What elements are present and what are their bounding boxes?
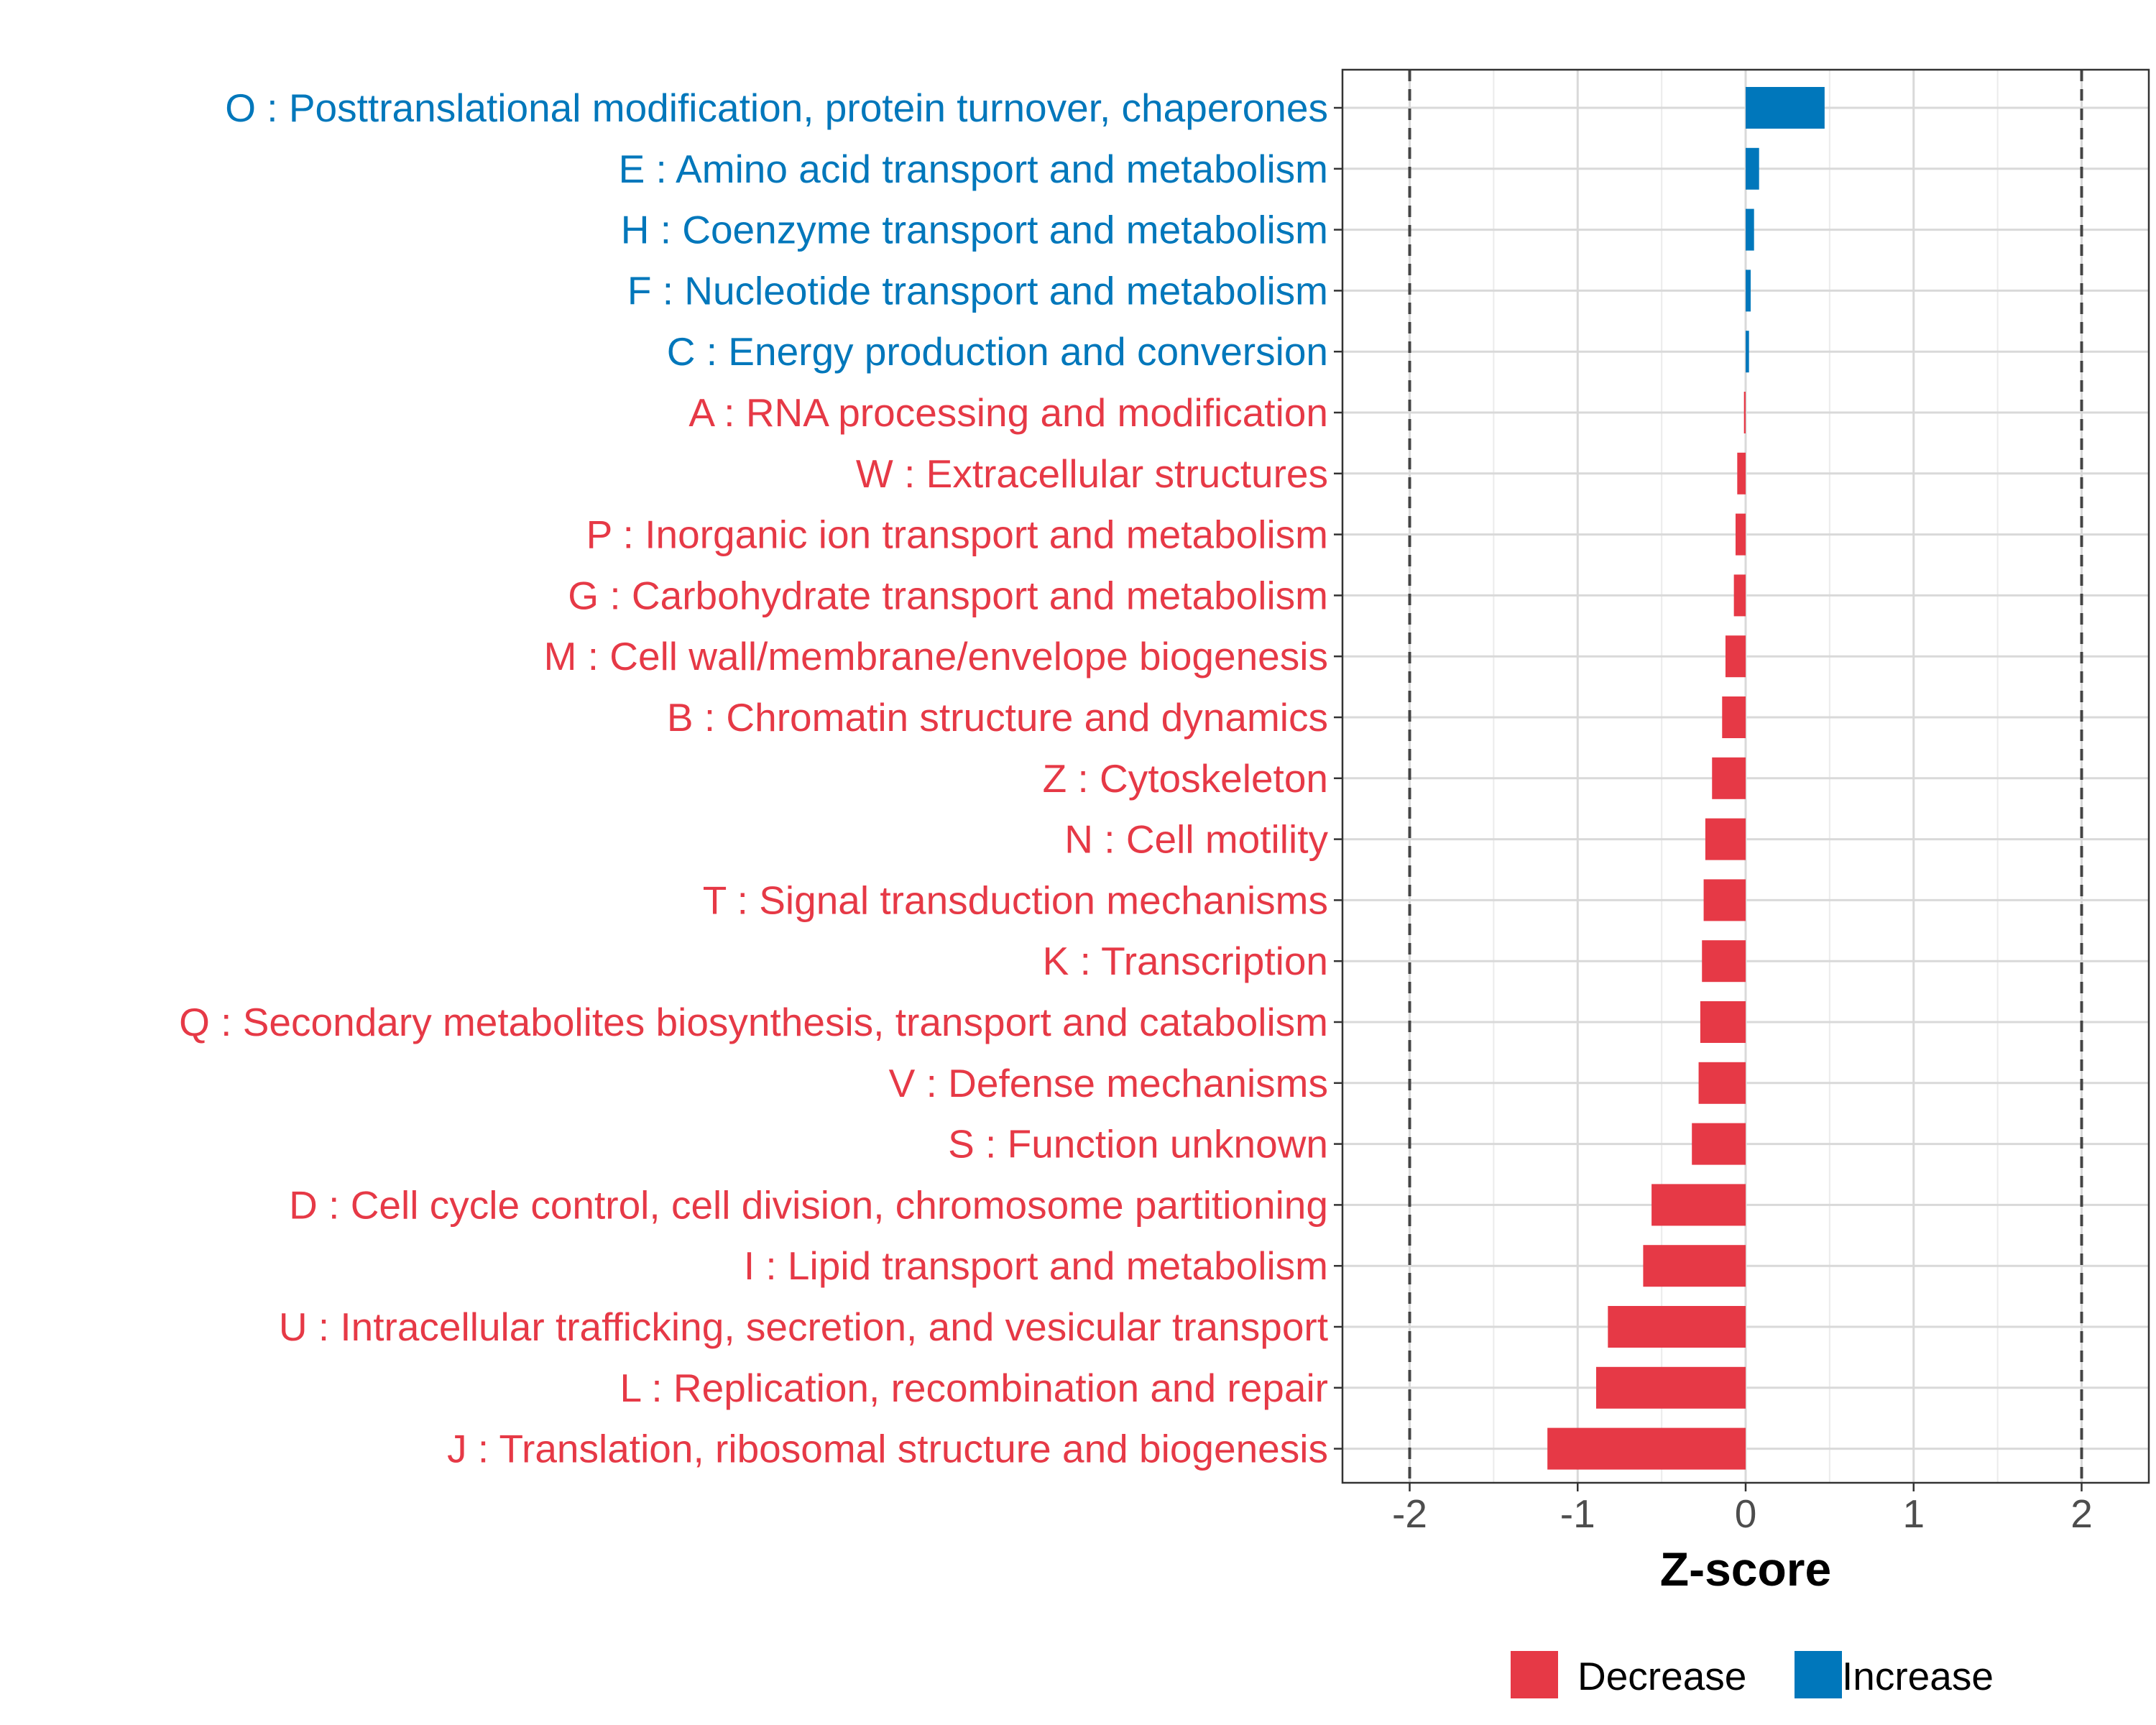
category-label: T : Signal transduction mechanisms xyxy=(703,878,1328,922)
bar xyxy=(1705,818,1746,860)
category-label: Z : Cytoskeleton xyxy=(1043,756,1328,801)
category-label: D : Cell cycle control, cell division, c… xyxy=(289,1182,1328,1227)
bar xyxy=(1733,574,1746,617)
bar xyxy=(1746,87,1825,129)
x-axis-title: Z-score xyxy=(1660,1542,1831,1596)
bar xyxy=(1595,1366,1746,1409)
x-tick-label: 1 xyxy=(1902,1491,1925,1536)
bar-layer xyxy=(1547,87,1825,1470)
category-label: O : Posttranslational modification, prot… xyxy=(225,86,1328,130)
bar xyxy=(1746,270,1751,312)
bar xyxy=(1725,635,1746,678)
category-label: L : Replication, recombination and repai… xyxy=(620,1366,1328,1410)
category-label: H : Coenzyme transport and metabolism xyxy=(621,208,1328,252)
x-tick-label: 0 xyxy=(1735,1491,1757,1536)
bar xyxy=(1643,1245,1746,1287)
bar xyxy=(1700,1001,1746,1043)
category-label: G : Carbohydrate transport and metabolis… xyxy=(568,573,1328,617)
y-axis-ticks xyxy=(1334,106,1342,1450)
legend-label: Decrease xyxy=(1577,1654,1746,1698)
category-label: P : Inorganic ion transport and metaboli… xyxy=(586,512,1328,557)
bar xyxy=(1608,1306,1746,1348)
bar xyxy=(1735,513,1746,556)
bar xyxy=(1737,452,1746,494)
category-label: W : Extracellular structures xyxy=(856,451,1328,496)
category-label: N : Cell motility xyxy=(1064,817,1328,862)
bar xyxy=(1746,208,1754,251)
y-axis-labels: O : Posttranslational modification, prot… xyxy=(179,86,1328,1471)
category-label: U : Intracellular trafficking, secretion… xyxy=(279,1305,1328,1349)
x-tick-label: 2 xyxy=(2070,1491,2093,1536)
category-label: S : Function unknown xyxy=(948,1122,1328,1167)
bar xyxy=(1547,1427,1746,1470)
category-label: B : Chromatin structure and dynamics xyxy=(667,695,1328,740)
category-label: A : RNA processing and modification xyxy=(688,390,1328,435)
legend: Decrease Increase xyxy=(1511,1651,1994,1698)
reference-lines xyxy=(1408,70,2083,1483)
category-label: E : Amino acid transport and metabolism xyxy=(619,147,1328,191)
category-label: V : Defense mechanisms xyxy=(889,1061,1328,1105)
category-label: J : Translation, ribosomal structure and… xyxy=(447,1427,1328,1471)
bar xyxy=(1698,1062,1746,1104)
legend-swatch xyxy=(1511,1651,1558,1698)
category-label: I : Lipid transport and metabolism xyxy=(744,1243,1328,1288)
x-tick-label: -2 xyxy=(1392,1491,1427,1536)
bar xyxy=(1651,1184,1746,1226)
bar xyxy=(1692,1123,1746,1165)
legend-swatch xyxy=(1795,1651,1842,1698)
bar xyxy=(1746,331,1749,373)
bar xyxy=(1722,696,1746,738)
bar xyxy=(1703,879,1746,921)
bar xyxy=(1702,940,1746,983)
category-label: C : Energy production and conversion xyxy=(667,329,1328,374)
x-tick-label: -1 xyxy=(1560,1491,1595,1536)
bar xyxy=(1712,757,1746,799)
category-label: F : Nucleotide transport and metabolism xyxy=(627,268,1328,313)
bar xyxy=(1746,147,1759,190)
category-label: Q : Secondary metabolites biosynthesis, … xyxy=(179,1000,1328,1044)
legend-label: Increase xyxy=(1842,1654,1994,1698)
x-axis-ticks: -2 -1 0 1 2 xyxy=(1392,1483,2093,1536)
category-label: M : Cell wall/membrane/envelope biogenes… xyxy=(544,634,1328,678)
bar xyxy=(1743,392,1746,433)
category-label: K : Transcription xyxy=(1043,939,1328,983)
